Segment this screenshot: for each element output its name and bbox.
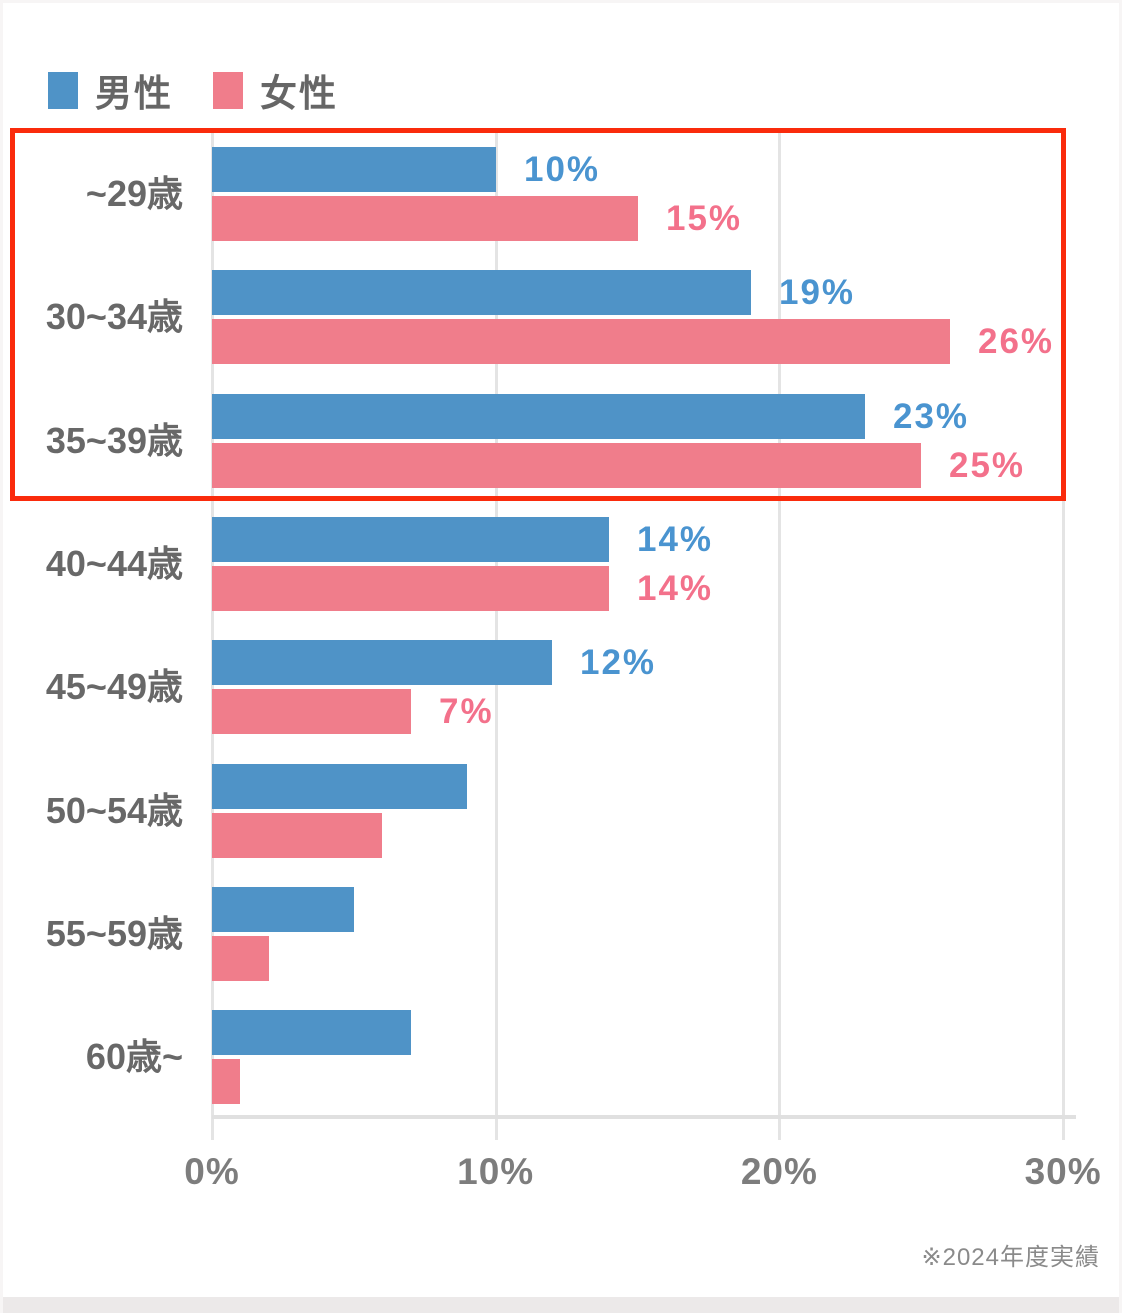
value-label-male: 12% [580, 642, 657, 682]
bar-female [212, 319, 950, 364]
category-label: 30~34歳 [45, 296, 183, 337]
bar-male [212, 270, 751, 315]
bar-female [212, 1059, 240, 1104]
gridline-20 [778, 130, 782, 1140]
x-tick-label-20: 20% [740, 1151, 818, 1192]
chart-area: 0% 10% 20% 30% ~29歳 10% 15% 30~34歳 19% 26% 35~39歳 2… [3, 3, 1119, 1313]
bar-male [212, 1010, 411, 1055]
value-label-female: 14% [637, 568, 714, 608]
category-label: 35~39歳 [45, 420, 183, 461]
category-label: 60歳~ [85, 1036, 183, 1077]
x-axis-line [212, 1115, 1076, 1119]
gridline-0 [211, 130, 214, 1140]
gridline-10 [494, 130, 498, 1140]
bar-male [212, 640, 552, 685]
legend: 男性 女性 [48, 63, 338, 117]
bar-female [212, 813, 382, 858]
bar-male [212, 887, 354, 932]
value-label-female: 26% [978, 321, 1055, 361]
value-label-female: 7% [439, 691, 494, 731]
male-legend-swatch [48, 71, 78, 109]
legend-item-male: 男性 [48, 63, 173, 117]
highlight-box [10, 128, 1066, 501]
legend-label-female: 女性 [260, 73, 338, 114]
bar-female [212, 936, 269, 981]
value-label-male: 23% [893, 396, 970, 436]
gridline-30 [1062, 130, 1066, 1140]
value-label-male: 19% [779, 272, 856, 312]
bar-male [212, 394, 865, 439]
footnote: ※2024年度実績 [921, 1244, 1100, 1271]
category-label: 50~54歳 [45, 790, 183, 831]
category-label: 55~59歳 [45, 913, 183, 954]
category-label: 45~49歳 [45, 666, 183, 707]
legend-item-female: 女性 [213, 63, 338, 117]
female-legend-swatch [213, 71, 243, 109]
value-label-male: 14% [637, 519, 714, 559]
bar-female [212, 566, 609, 611]
bar-male [212, 517, 609, 562]
bar-female [212, 196, 638, 241]
bar-female [212, 689, 411, 734]
x-tick-label-0: 0% [184, 1151, 240, 1192]
x-tick-label-10: 10% [457, 1151, 535, 1192]
value-label-female: 15% [666, 198, 743, 238]
x-tick-label-30: 30% [1024, 1151, 1102, 1192]
category-label: 40~44歳 [45, 543, 183, 584]
category-label: ~29歳 [85, 173, 183, 214]
bar-male [212, 147, 496, 192]
value-label-male: 10% [524, 149, 601, 189]
bottom-strip [3, 1297, 1119, 1313]
value-label-female: 25% [949, 445, 1026, 485]
bar-female [212, 443, 921, 488]
legend-label-male: 男性 [95, 73, 173, 114]
bar-male [212, 764, 467, 809]
